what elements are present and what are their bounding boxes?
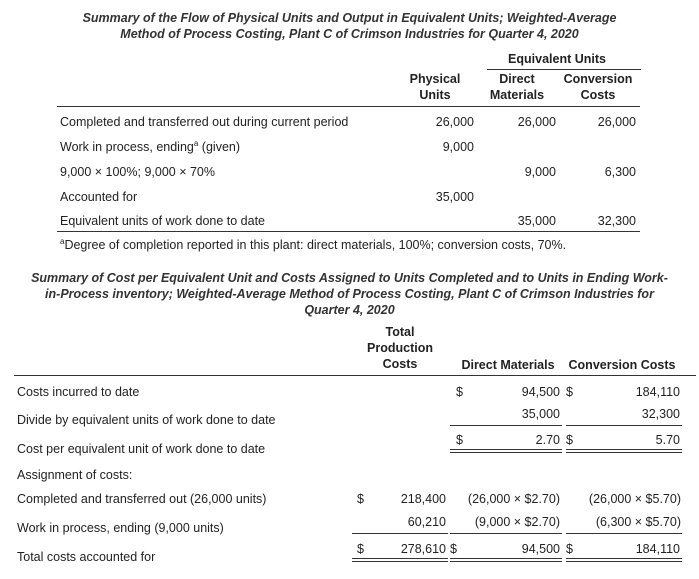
t1-row-equiv-label: Equivalent units of work done to date xyxy=(60,214,265,228)
t2-wip-cc-rule xyxy=(566,533,682,534)
t2-divide-label: Divide by equivalent units of work done … xyxy=(17,413,276,427)
t2-cost-per-unit-cc: 5.70 xyxy=(655,433,680,447)
t2-divide-dm-rule xyxy=(450,425,562,426)
table2-title-line1: Summary of Cost per Equivalent Unit and … xyxy=(31,271,668,285)
t2-total-total: 278,610 xyxy=(400,542,446,556)
t2-wip-label: Work in process, ending (9,000 units) xyxy=(17,521,224,535)
col-total-line3: Costs xyxy=(382,357,418,371)
t2-completed-dm: (26,000 × $2.70) xyxy=(467,492,560,506)
col-cc-line1: Conversion xyxy=(563,72,633,86)
t2-total-dm-dollar: $ xyxy=(450,542,457,556)
t2-completed-total: 218,400 xyxy=(400,492,446,506)
t2-wip-dm-rule xyxy=(450,533,562,534)
col-direct-materials: Direct Materials xyxy=(461,358,555,372)
t2-costs-incurred-dm-dollar: $ xyxy=(456,385,463,399)
t2-cost-per-unit-dm-dollar: $ xyxy=(456,433,463,447)
t2-total-dollar: $ xyxy=(357,542,364,556)
t2-cost-per-unit-label: Cost per equivalent unit of work done to… xyxy=(17,442,266,456)
col-dm-line2: Materials xyxy=(489,88,545,102)
t2-total-cc: 184,110 xyxy=(635,542,680,556)
equivalent-units-rule xyxy=(487,69,641,70)
t2-wip-dm: (9,000 × $2.70) xyxy=(474,515,560,529)
t2-total-cc-double-rule xyxy=(566,558,682,562)
t2-costs-incurred-cc: 184,110 xyxy=(635,385,680,399)
col-total-line1: Total xyxy=(385,325,415,339)
t1-row-accounted-physical: 35,000 xyxy=(435,190,474,204)
t1-row-equiv-cc: 32,300 xyxy=(597,214,636,228)
t1-row-completed-physical: 26,000 xyxy=(435,115,474,129)
col-dm-line1: Direct xyxy=(499,72,535,86)
t1-row-wip-physical: 9,000 xyxy=(442,140,474,154)
col-total-line2: Production xyxy=(367,341,433,355)
col-physical-line2: Units xyxy=(419,88,451,102)
table2-title-line2: in-Process inventory; Weighted-Average M… xyxy=(45,287,654,301)
t2-divide-cc: 32,300 xyxy=(641,407,680,421)
t2-wip-cc: (6,300 × $5.70) xyxy=(595,515,681,529)
t1-row-wip-label: Work in process, endinga (given) xyxy=(60,138,241,154)
t2-costs-incurred-dm: 94,500 xyxy=(521,385,560,399)
t1-row-pct-label: 9,000 × 100%; 9,000 × 70% xyxy=(60,165,215,179)
t1-row-equiv-dm: 35,000 xyxy=(517,214,556,228)
table1-bottom-rule xyxy=(57,231,640,232)
t2-divide-cc-rule xyxy=(566,425,682,426)
t2-cost-per-unit-cc-double-rule xyxy=(566,449,682,453)
equivalent-units-header: Equivalent Units xyxy=(508,52,606,66)
t2-assignment-label: Assignment of costs: xyxy=(17,468,133,482)
t1-row-pct-dm: 9,000 xyxy=(524,165,556,179)
table1-title-line2: Method of Process Costing, Plant C of Cr… xyxy=(120,27,579,41)
table1-title-line1: Summary of the Flow of Physical Units an… xyxy=(82,11,617,25)
t2-total-label: Total costs accounted for xyxy=(17,550,156,564)
col-physical-line1: Physical xyxy=(409,72,461,86)
t2-completed-total-dollar: $ xyxy=(357,492,364,506)
footnote-marker: a xyxy=(193,138,199,148)
t2-cost-per-unit-dm-double-rule xyxy=(450,449,562,453)
t2-costs-incurred-label: Costs incurred to date xyxy=(17,385,140,399)
table1-footnote: aDegree of completion reported in this p… xyxy=(60,236,567,252)
t2-cost-per-unit-dm: 2.70 xyxy=(535,433,560,447)
table1-header-rule xyxy=(57,106,640,107)
t2-total-cc-dollar: $ xyxy=(566,542,573,556)
t1-row-pct-cc: 6,300 xyxy=(604,165,636,179)
t2-cost-per-unit-cc-dollar: $ xyxy=(566,433,573,447)
t1-row-accounted-label: Accounted for xyxy=(60,190,138,204)
t2-divide-dm: 35,000 xyxy=(521,407,560,421)
t1-row-completed-dm: 26,000 xyxy=(517,115,556,129)
t2-wip-total: 60,210 xyxy=(407,515,446,529)
t1-row-completed-cc: 26,000 xyxy=(597,115,636,129)
t2-total-double-rule xyxy=(352,558,448,562)
t2-wip-total-rule xyxy=(352,533,448,534)
t2-completed-label: Completed and transferred out (26,000 un… xyxy=(17,492,267,506)
table2-title-line3: Quarter 4, 2020 xyxy=(304,303,395,317)
t1-row-completed-label: Completed and transferred out during cur… xyxy=(60,115,349,129)
t2-total-dm-double-rule xyxy=(450,558,562,562)
t2-total-dm: 94,500 xyxy=(521,542,560,556)
t2-completed-cc: (26,000 × $5.70) xyxy=(588,492,681,506)
col-conversion-costs: Conversion Costs xyxy=(568,358,676,372)
col-cc-line2: Costs xyxy=(580,88,616,102)
table2-header-rule xyxy=(14,375,696,376)
t2-costs-incurred-cc-dollar: $ xyxy=(566,385,573,399)
